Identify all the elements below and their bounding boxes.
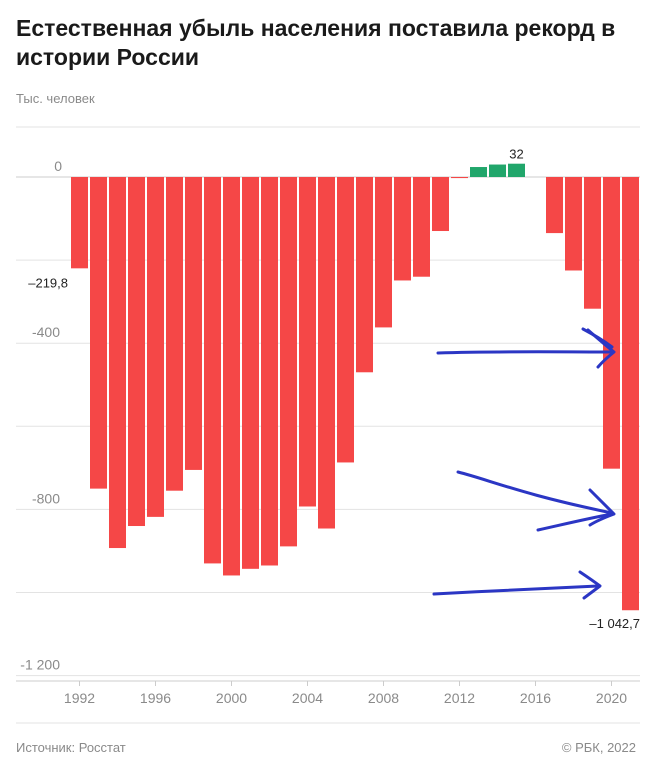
bar-2014 xyxy=(489,164,506,177)
x-axis-ticks: 1992 1996 2000 2004 2008 2012 2016 2020 xyxy=(64,681,627,706)
data-label-1992: –219,8 xyxy=(28,275,68,290)
annotation-arrow-top-hook xyxy=(581,327,614,349)
x-tick-label: 2012 xyxy=(444,690,475,706)
data-label-2021: –1 042,7 xyxy=(589,616,640,631)
bar-2000 xyxy=(223,177,240,576)
bar-2004 xyxy=(299,177,316,507)
bar-2013 xyxy=(470,167,487,177)
bar-2011 xyxy=(432,177,449,232)
bar-2019 xyxy=(584,177,601,309)
bar-2003 xyxy=(280,177,297,547)
x-tick-label: 2000 xyxy=(216,690,247,706)
y-axis-ticks: 0 -400 -800 -1 200 xyxy=(20,158,62,673)
bars xyxy=(71,163,639,611)
bar-2005 xyxy=(318,177,335,529)
bar-1992 xyxy=(71,177,88,269)
bar-2012 xyxy=(451,177,468,179)
bar-1999 xyxy=(204,177,221,564)
y-axis-unit-label: Тыс. человек xyxy=(16,91,95,106)
x-tick-label: 2008 xyxy=(368,690,399,706)
y-tick-label: -400 xyxy=(32,324,60,340)
chart-title: Естественная убыль населения поставила р… xyxy=(16,15,616,70)
copyright-note: © РБК, 2022 xyxy=(561,740,636,755)
x-tick-label: 2004 xyxy=(292,690,323,706)
bar-2001 xyxy=(242,177,259,569)
bar-2008 xyxy=(375,177,392,328)
bar-2015 xyxy=(508,163,525,177)
x-tick-label: 1992 xyxy=(64,690,95,706)
bar-1997 xyxy=(166,177,183,491)
data-labels: –219,8 32 –1 042,7 xyxy=(28,147,640,632)
bar-2020 xyxy=(603,177,620,469)
bar-1996 xyxy=(147,177,164,517)
bar-2018 xyxy=(565,177,582,271)
bar-1994 xyxy=(109,177,126,549)
bar-2006 xyxy=(337,177,354,463)
y-tick-label: -1 200 xyxy=(20,657,60,673)
x-tick-label: 1996 xyxy=(140,690,171,706)
bar-2007 xyxy=(356,177,373,373)
bar-1995 xyxy=(128,177,145,527)
bar-2021 xyxy=(622,177,639,611)
hand-drawn-arrows xyxy=(432,327,616,600)
bar-2017 xyxy=(546,177,563,234)
annotation-arrow-middle-tail xyxy=(536,512,614,532)
x-tick-label: 2020 xyxy=(596,690,627,706)
bar-1998 xyxy=(185,177,202,470)
annotation-arrow-middle xyxy=(456,470,614,515)
x-tick-label: 2016 xyxy=(520,690,551,706)
bar-1993 xyxy=(90,177,107,489)
source-note: Источник: Росстат xyxy=(16,740,126,755)
y-tick-label: 0 xyxy=(54,158,62,174)
data-label-2015: 32 xyxy=(509,147,523,162)
annotation-arrow-bottom-head xyxy=(578,570,602,600)
annotation-arrow-top xyxy=(436,350,614,355)
bar-2009 xyxy=(394,177,411,281)
annotation-arrow-bottom xyxy=(432,584,600,596)
annotation-arrow-middle-head xyxy=(588,488,616,527)
y-tick-label: -800 xyxy=(32,490,60,506)
bar-2010 xyxy=(413,177,430,277)
bar-2002 xyxy=(261,177,278,566)
